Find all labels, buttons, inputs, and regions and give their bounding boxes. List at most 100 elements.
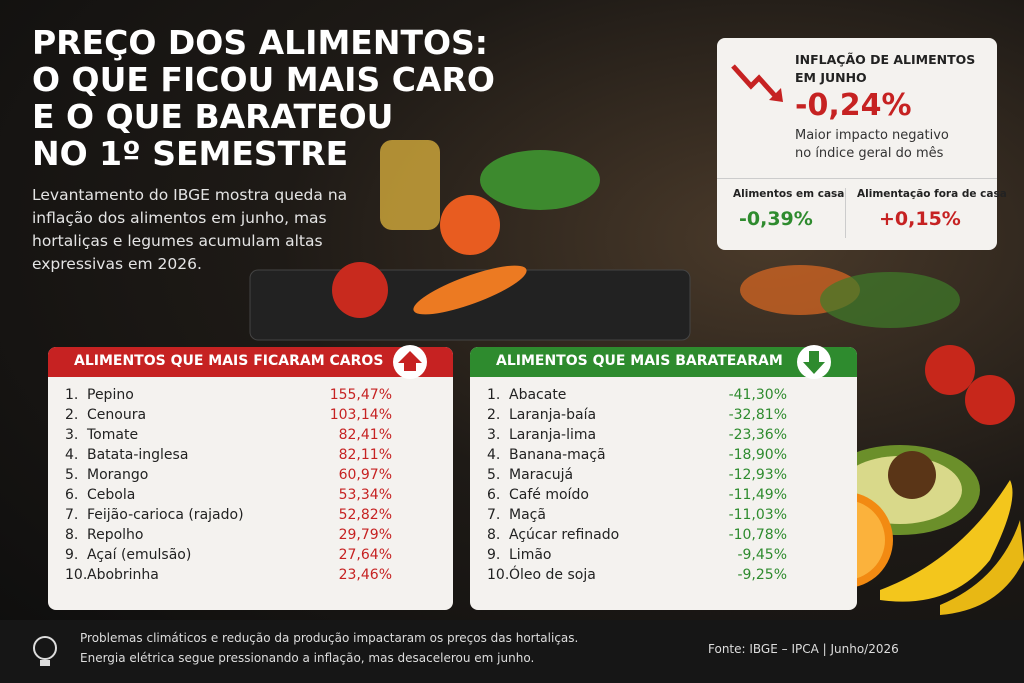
- item-value: -23,36%: [728, 427, 787, 443]
- item-value: -12,93%: [728, 467, 787, 483]
- rank: 10.: [65, 567, 88, 583]
- rank: 6.: [65, 487, 79, 503]
- rank: 1.: [487, 387, 501, 403]
- item-value: 103,14%: [329, 407, 392, 423]
- table-icon: [393, 345, 427, 379]
- table-card: ALIMENTOS QUE MAIS FICARAM CAROS 1. Pepino…: [48, 345, 453, 610]
- item-value: -11,49%: [728, 487, 787, 503]
- rank: 10.: [487, 567, 510, 583]
- inflation-note: Maior impacto negativo: [795, 128, 949, 143]
- item-name: Café moído: [509, 487, 589, 503]
- item-value: -18,90%: [728, 447, 787, 463]
- inflation-title: EM JUNHO: [795, 70, 867, 85]
- table-card: ALIMENTOS QUE MAIS BARATEARAM 1. Abacate -4…: [470, 345, 857, 610]
- rank: 5.: [65, 467, 79, 483]
- footer: Problemas climáticos e redução da produç…: [0, 620, 1024, 683]
- table-header: ALIMENTOS QUE MAIS FICARAM CAROS: [48, 345, 453, 379]
- subtitle-line: expressivas em 2026.: [32, 255, 202, 273]
- item-value: 27,64%: [338, 547, 392, 563]
- rank: 4.: [65, 447, 79, 463]
- rank: 8.: [487, 527, 501, 543]
- item-value: 155,47%: [329, 387, 392, 403]
- item-name: Açúcar refinado: [509, 527, 620, 543]
- rank: 9.: [65, 547, 79, 563]
- rank: 9.: [487, 547, 501, 563]
- item-name: Repolho: [87, 527, 144, 543]
- tomato: [440, 195, 500, 255]
- tomato: [925, 345, 975, 395]
- footer-line: Problemas climáticos e redução da produç…: [80, 631, 579, 645]
- item-name: Pepino: [87, 387, 134, 403]
- sub-label: Alimentação fora de casa: [857, 188, 1007, 200]
- rank: 6.: [487, 487, 501, 503]
- item-value: -32,81%: [728, 407, 787, 423]
- table-title: ALIMENTOS QUE MAIS BARATEARAM: [496, 353, 783, 369]
- pepper: [332, 262, 388, 318]
- item-value: -9,45%: [737, 547, 787, 563]
- title-line: E O QUE BARATEOU: [32, 97, 394, 136]
- inflation-card: INFLAÇÃO DE ALIMENTOS EM JUNHO -0,24% Maior…: [717, 38, 1007, 250]
- lettuce: [480, 150, 600, 210]
- rank: 5.: [487, 467, 501, 483]
- subtitle-line: Levantamento do IBGE mostra queda na: [32, 186, 348, 204]
- rank: 7.: [65, 507, 79, 523]
- source: Fonte: IBGE – IPCA | Junho/2026: [708, 642, 899, 656]
- arrow-down: [803, 351, 825, 374]
- item-name: Limão: [509, 547, 552, 563]
- inflation-value: -0,24%: [795, 88, 912, 123]
- item-value: -41,30%: [728, 387, 787, 403]
- rank: 1.: [65, 387, 79, 403]
- item-value: 60,97%: [338, 467, 392, 483]
- item-name: Laranja-baía: [509, 407, 597, 423]
- rank: 4.: [487, 447, 501, 463]
- sub-value: -0,39%: [739, 208, 813, 230]
- bulb-icon: [33, 636, 57, 666]
- item-name: Maracujá: [509, 467, 574, 483]
- item-name: Laranja-lima: [509, 427, 597, 443]
- rank: 8.: [65, 527, 79, 543]
- item-value: 82,41%: [338, 427, 392, 443]
- item-name: Tomate: [87, 427, 139, 443]
- item-value: 53,34%: [338, 487, 392, 503]
- footer-line: Energia elétrica segue pressionando a in…: [80, 651, 535, 665]
- item-name: Banana-maçã: [509, 447, 606, 463]
- sub-value: +0,15%: [879, 208, 961, 230]
- rank: 2.: [65, 407, 79, 423]
- item-name: Batata-inglesa: [87, 447, 189, 463]
- item-value: -11,03%: [728, 507, 787, 523]
- item-value: 23,46%: [338, 567, 392, 583]
- rank: 2.: [487, 407, 501, 423]
- tomato: [965, 375, 1015, 425]
- rank: 7.: [487, 507, 501, 523]
- item-name: Morango: [87, 467, 149, 483]
- banana: [880, 480, 1013, 602]
- inflation-title: INFLAÇÃO DE ALIMENTOS: [795, 52, 976, 67]
- subtitle-line: hortaliças e legumes acumulam altas: [32, 232, 323, 250]
- item-name: Óleo de soja: [509, 567, 596, 583]
- down-arrow-icon: [731, 64, 783, 102]
- item-value: 82,11%: [338, 447, 392, 463]
- item-value: 29,79%: [338, 527, 392, 543]
- rank: 3.: [65, 427, 79, 443]
- table-header: ALIMENTOS QUE MAIS BARATEARAM: [470, 345, 857, 379]
- carrot: [413, 265, 527, 315]
- inflation-note: no índice geral do mês: [795, 146, 944, 161]
- item-value: 52,82%: [338, 507, 392, 523]
- table-icon: [797, 345, 831, 379]
- item-name: Maçã: [509, 507, 546, 523]
- greens: [820, 272, 960, 328]
- item-value: -9,25%: [737, 567, 787, 583]
- item-name: Abobrinha: [87, 567, 159, 583]
- item-name: Feijão-carioca (rajado): [87, 507, 244, 523]
- item-value: -10,78%: [728, 527, 787, 543]
- banana: [940, 520, 1024, 615]
- avocado-seed: [888, 451, 936, 499]
- divider: [717, 178, 997, 179]
- rank: 3.: [487, 427, 501, 443]
- subtitle-line: inflação dos alimentos em junho, mas: [32, 209, 327, 227]
- divider: [845, 188, 846, 238]
- title-line: PREÇO DOS ALIMENTOS:: [32, 23, 488, 62]
- table-title: ALIMENTOS QUE MAIS FICARAM CAROS: [74, 353, 384, 369]
- item-name: Abacate: [509, 387, 567, 403]
